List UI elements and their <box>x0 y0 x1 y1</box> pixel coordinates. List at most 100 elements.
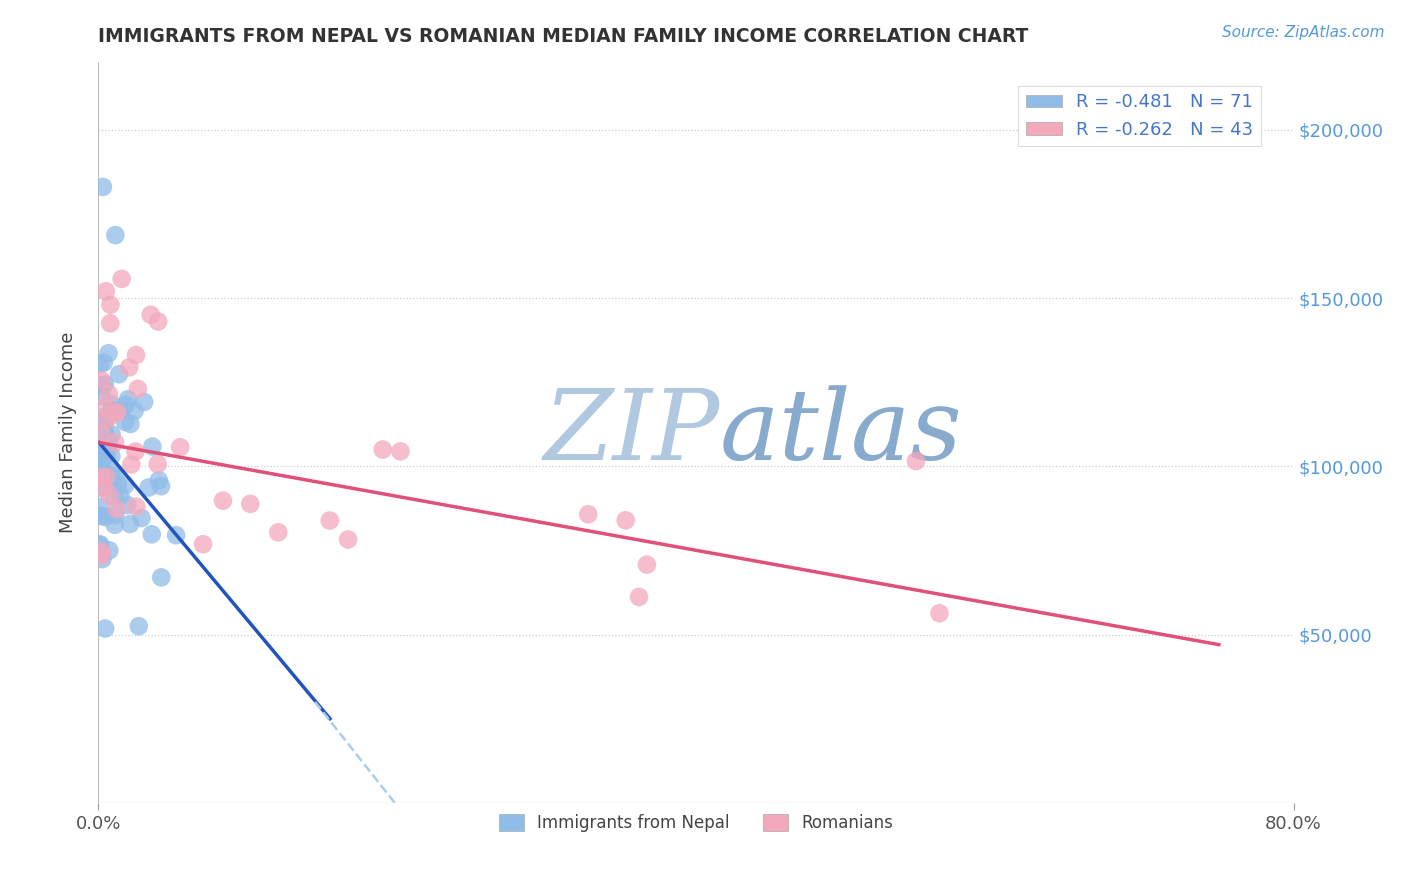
Point <box>614 513 637 527</box>
Point <box>89 414 111 428</box>
Point <box>89 450 111 465</box>
Point <box>98 298 122 312</box>
Point <box>90 452 112 467</box>
Point <box>267 525 290 540</box>
Point <box>94 377 117 392</box>
Point <box>134 395 156 409</box>
Point <box>100 449 122 463</box>
Point <box>91 458 114 473</box>
Point <box>90 544 112 558</box>
Point <box>103 490 125 504</box>
Point <box>93 481 115 495</box>
Point <box>115 398 138 412</box>
Point <box>124 444 146 458</box>
Point <box>150 570 173 584</box>
Point <box>128 619 150 633</box>
Point <box>928 606 950 620</box>
Point <box>94 622 117 636</box>
Point <box>120 417 142 431</box>
Point <box>212 493 235 508</box>
Point <box>96 449 118 463</box>
Point <box>94 285 117 299</box>
Point <box>114 415 136 429</box>
Point <box>239 497 262 511</box>
Point <box>110 489 132 503</box>
Point <box>117 498 139 512</box>
Point <box>104 435 127 450</box>
Point <box>93 471 115 485</box>
Point <box>89 416 111 430</box>
Point <box>96 444 118 458</box>
Point <box>93 419 115 434</box>
Point <box>98 316 121 330</box>
Point <box>93 409 115 424</box>
Legend: Immigrants from Nepal, Romanians: Immigrants from Nepal, Romanians <box>492 807 900 838</box>
Point <box>576 508 599 522</box>
Point <box>104 403 127 417</box>
Point <box>120 458 142 472</box>
Point <box>104 467 127 481</box>
Point <box>117 392 139 407</box>
Point <box>93 355 115 369</box>
Point <box>96 438 118 452</box>
Point <box>90 373 112 387</box>
Text: Source: ZipAtlas.com: Source: ZipAtlas.com <box>1222 25 1385 40</box>
Point <box>111 402 134 417</box>
Point <box>98 488 121 502</box>
Point <box>148 314 170 328</box>
Point <box>90 500 112 514</box>
Point <box>89 508 111 523</box>
Point <box>90 549 112 563</box>
Point <box>104 228 127 243</box>
Point <box>139 308 162 322</box>
Point <box>141 527 163 541</box>
Point <box>96 413 118 427</box>
Y-axis label: Median Family Income: Median Family Income <box>59 332 77 533</box>
Point <box>97 435 120 450</box>
Point <box>89 454 111 468</box>
Point <box>169 440 191 454</box>
Point <box>90 389 112 403</box>
Point <box>118 516 141 531</box>
Point <box>94 425 117 440</box>
Point <box>108 368 131 382</box>
Point <box>89 537 111 551</box>
Text: IMMIGRANTS FROM NEPAL VS ROMANIAN MEDIAN FAMILY INCOME CORRELATION CHART: IMMIGRANTS FROM NEPAL VS ROMANIAN MEDIAN… <box>98 27 1029 45</box>
Point <box>96 470 118 484</box>
Point <box>636 558 658 572</box>
Point <box>98 543 121 558</box>
Point <box>91 444 114 458</box>
Text: atlas: atlas <box>720 385 963 480</box>
Point <box>104 508 127 522</box>
Point <box>90 470 112 484</box>
Point <box>150 479 173 493</box>
Point <box>105 405 128 419</box>
Point <box>125 500 148 514</box>
Point <box>103 407 125 421</box>
Point <box>141 440 163 454</box>
Point <box>110 272 132 286</box>
Point <box>91 180 114 194</box>
Point <box>131 511 153 525</box>
Point <box>337 533 360 547</box>
Point <box>104 517 127 532</box>
Point <box>371 442 394 457</box>
Point <box>319 514 342 528</box>
Point <box>125 348 148 362</box>
Point <box>98 387 121 401</box>
Point <box>91 420 114 434</box>
Point <box>97 346 120 360</box>
Point <box>146 457 169 471</box>
Point <box>100 404 122 418</box>
Point <box>93 469 115 483</box>
Point <box>89 357 111 371</box>
Point <box>90 476 112 491</box>
Point <box>89 438 111 452</box>
Point <box>90 427 112 442</box>
Point <box>93 401 115 415</box>
Point <box>91 508 114 523</box>
Point <box>107 477 129 491</box>
Point <box>124 404 146 418</box>
Point <box>127 382 149 396</box>
Point <box>138 481 160 495</box>
